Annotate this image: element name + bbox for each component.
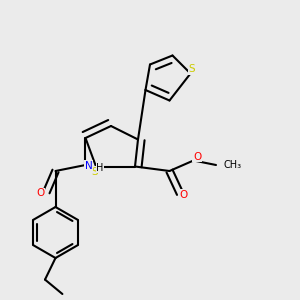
Text: S: S bbox=[189, 64, 195, 74]
Text: S: S bbox=[91, 167, 98, 177]
Text: N: N bbox=[85, 160, 92, 171]
Text: CH₃: CH₃ bbox=[224, 160, 242, 170]
Text: O: O bbox=[36, 188, 45, 199]
Text: O: O bbox=[179, 190, 187, 200]
Text: H: H bbox=[96, 163, 103, 173]
Text: O: O bbox=[193, 152, 201, 162]
